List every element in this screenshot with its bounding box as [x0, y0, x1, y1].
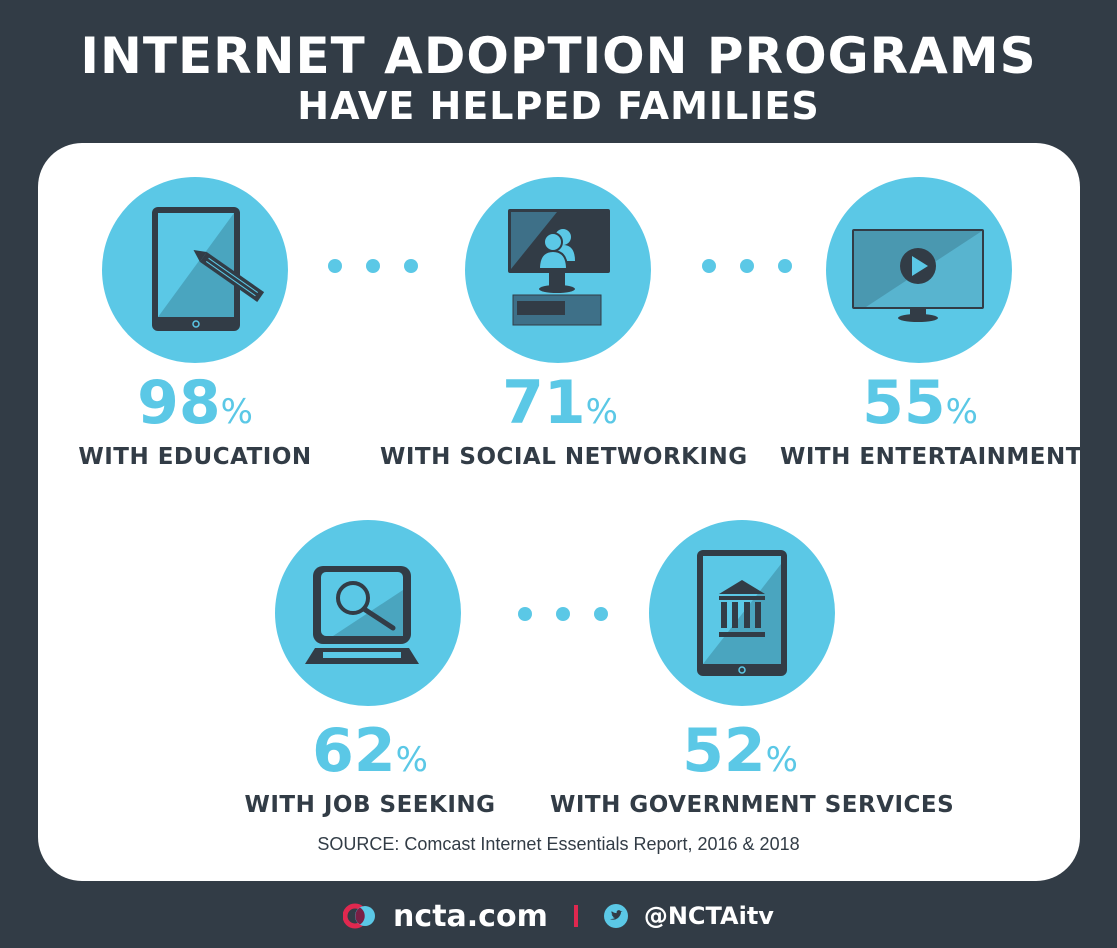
stat-value: 62: [312, 716, 396, 786]
stat-label: WITH GOVERNMENT SERVICES: [550, 792, 955, 818]
tablet-pencil-icon: [102, 177, 288, 363]
stat-label: WITH ENTERTAINMENT: [780, 444, 1082, 470]
monitor-play-icon: [826, 177, 1012, 363]
stat-education: 98% WITH EDUCATION: [70, 372, 320, 471]
twitter-handle-link[interactable]: @NCTAitv: [643, 902, 774, 930]
twitter-icon: [603, 904, 628, 928]
dot: [518, 607, 532, 621]
footer: ncta.com @NCTAitv: [0, 898, 1117, 934]
stat-label: WITH SOCIAL NETWORKING: [380, 444, 748, 470]
stat-label: WITH JOB SEEKING: [244, 792, 496, 818]
stat-value: 71: [502, 368, 586, 438]
stat-job-seeking: 62% WITH JOB SEEKING: [240, 720, 500, 819]
stat-unit: %: [765, 740, 798, 780]
divider: [573, 905, 578, 927]
tablet-government-icon: [649, 520, 835, 706]
ncta-logo-icon: [343, 903, 376, 929]
dot: [778, 259, 792, 273]
title-line-2: HAVE HELPED FAMILIES: [297, 84, 820, 128]
stat-value: 55: [862, 368, 946, 438]
dot: [366, 259, 380, 273]
laptop-search-icon: [275, 520, 461, 706]
dot: [740, 259, 754, 273]
site-link[interactable]: ncta.com: [393, 898, 548, 934]
stat-value: 52: [682, 716, 766, 786]
dots-separator: [328, 259, 418, 273]
stat-unit: %: [945, 392, 978, 432]
dots-separator: [518, 607, 608, 621]
stat-label: WITH EDUCATION: [78, 444, 312, 470]
dot: [702, 259, 716, 273]
dots-separator: [702, 259, 792, 273]
desktop-users-icon: [465, 177, 651, 363]
dot: [556, 607, 570, 621]
stat-entertainment: 55% WITH ENTERTAINMENT: [780, 372, 1082, 471]
dot: [594, 607, 608, 621]
source-citation: SOURCE: Comcast Internet Essentials Repo…: [317, 834, 800, 854]
stat-value: 98: [137, 368, 221, 438]
stat-unit: %: [585, 392, 618, 432]
stat-unit: %: [395, 740, 428, 780]
dot: [404, 259, 418, 273]
dot: [328, 259, 342, 273]
stat-government-services: 52% WITH GOVERNMENT SERVICES: [550, 720, 955, 819]
stat-social-networking: 71% WITH SOCIAL NETWORKING: [380, 372, 748, 471]
title-line-1: INTERNET ADOPTION PROGRAMS: [80, 27, 1037, 85]
stat-unit: %: [220, 392, 253, 432]
